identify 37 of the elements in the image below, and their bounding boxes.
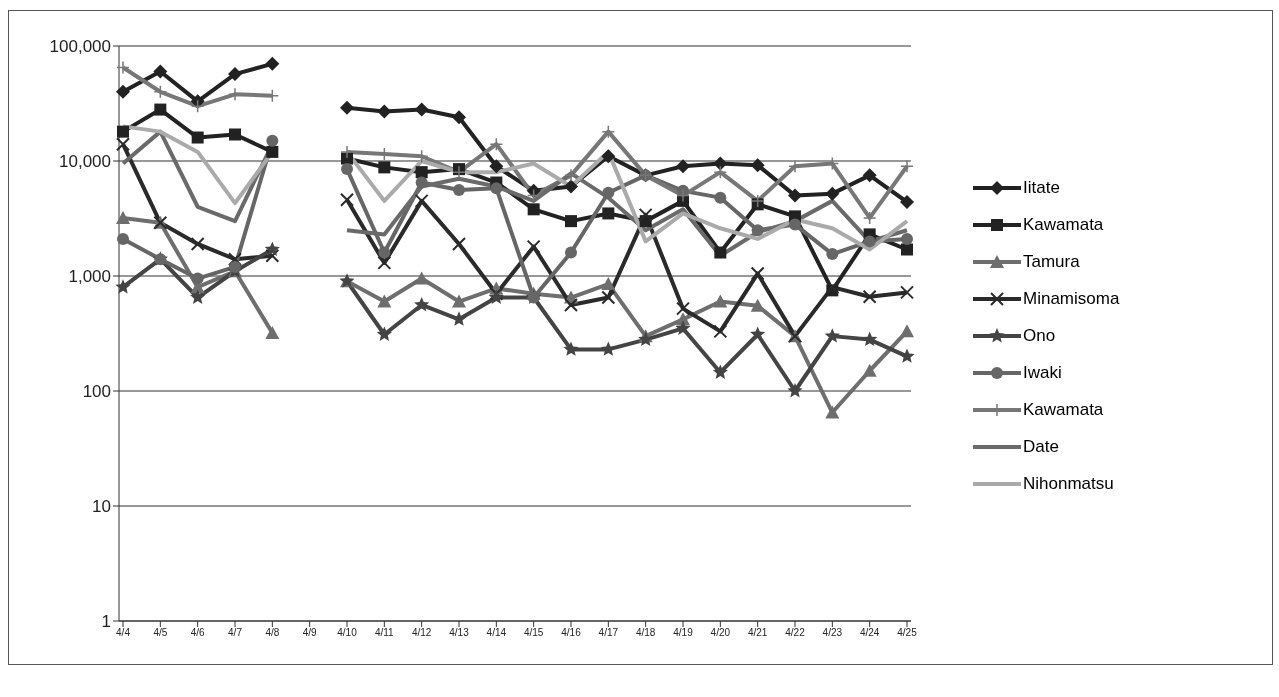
x-tick-label: 4/9	[302, 627, 318, 639]
y-tick-label: 1,000	[68, 267, 111, 287]
legend-label: Nihonmatsu	[1023, 474, 1114, 494]
x-tick-label: 4/7	[228, 627, 243, 639]
x-tick-label: 4/21	[747, 627, 768, 639]
x-tick-label: 4/16	[561, 627, 582, 639]
legend-label: Iwaki	[1023, 363, 1062, 383]
y-tick-label: 100,000	[49, 37, 111, 57]
x-tick-label: 4/23	[822, 627, 843, 639]
legend-label: Kawamata	[1023, 215, 1104, 235]
x-tick-label: 4/4	[116, 627, 131, 639]
legend-label: Kawamata	[1023, 400, 1104, 420]
legend-label: Iitate	[1023, 178, 1060, 198]
x-tick-label: 4/13	[449, 627, 470, 639]
x-tick-label: 4/25	[897, 627, 918, 639]
x-tick-label: 4/18	[635, 627, 656, 639]
x-tick-label: 4/17	[598, 627, 619, 639]
x-tick-label: 4/19	[673, 627, 694, 639]
x-tick-label: 4/8	[265, 627, 280, 639]
x-tick-label: 4/20	[710, 627, 731, 639]
y-tick-label: 10,000	[59, 152, 111, 172]
x-tick-label: 4/15	[523, 627, 544, 639]
y-tick-label: 1	[101, 612, 111, 632]
x-tick-label: 4/22	[785, 627, 806, 639]
x-tick-label: 4/5	[153, 627, 168, 639]
legend-label: Minamisoma	[1023, 289, 1120, 309]
legend-label: Ono	[1023, 326, 1056, 346]
x-tick-label: 4/10	[337, 627, 358, 639]
x-tick-label: 4/6	[190, 627, 206, 639]
y-tick-label: 100	[82, 382, 111, 402]
x-tick-label: 4/11	[374, 627, 395, 639]
legend-label: Tamura	[1023, 252, 1080, 272]
x-tick-label: 4/14	[486, 627, 507, 639]
legend-label: Date	[1023, 437, 1059, 457]
x-tick-label: 4/24	[859, 627, 880, 639]
x-tick-label: 4/12	[411, 627, 432, 639]
y-tick-label: 10	[92, 497, 111, 517]
